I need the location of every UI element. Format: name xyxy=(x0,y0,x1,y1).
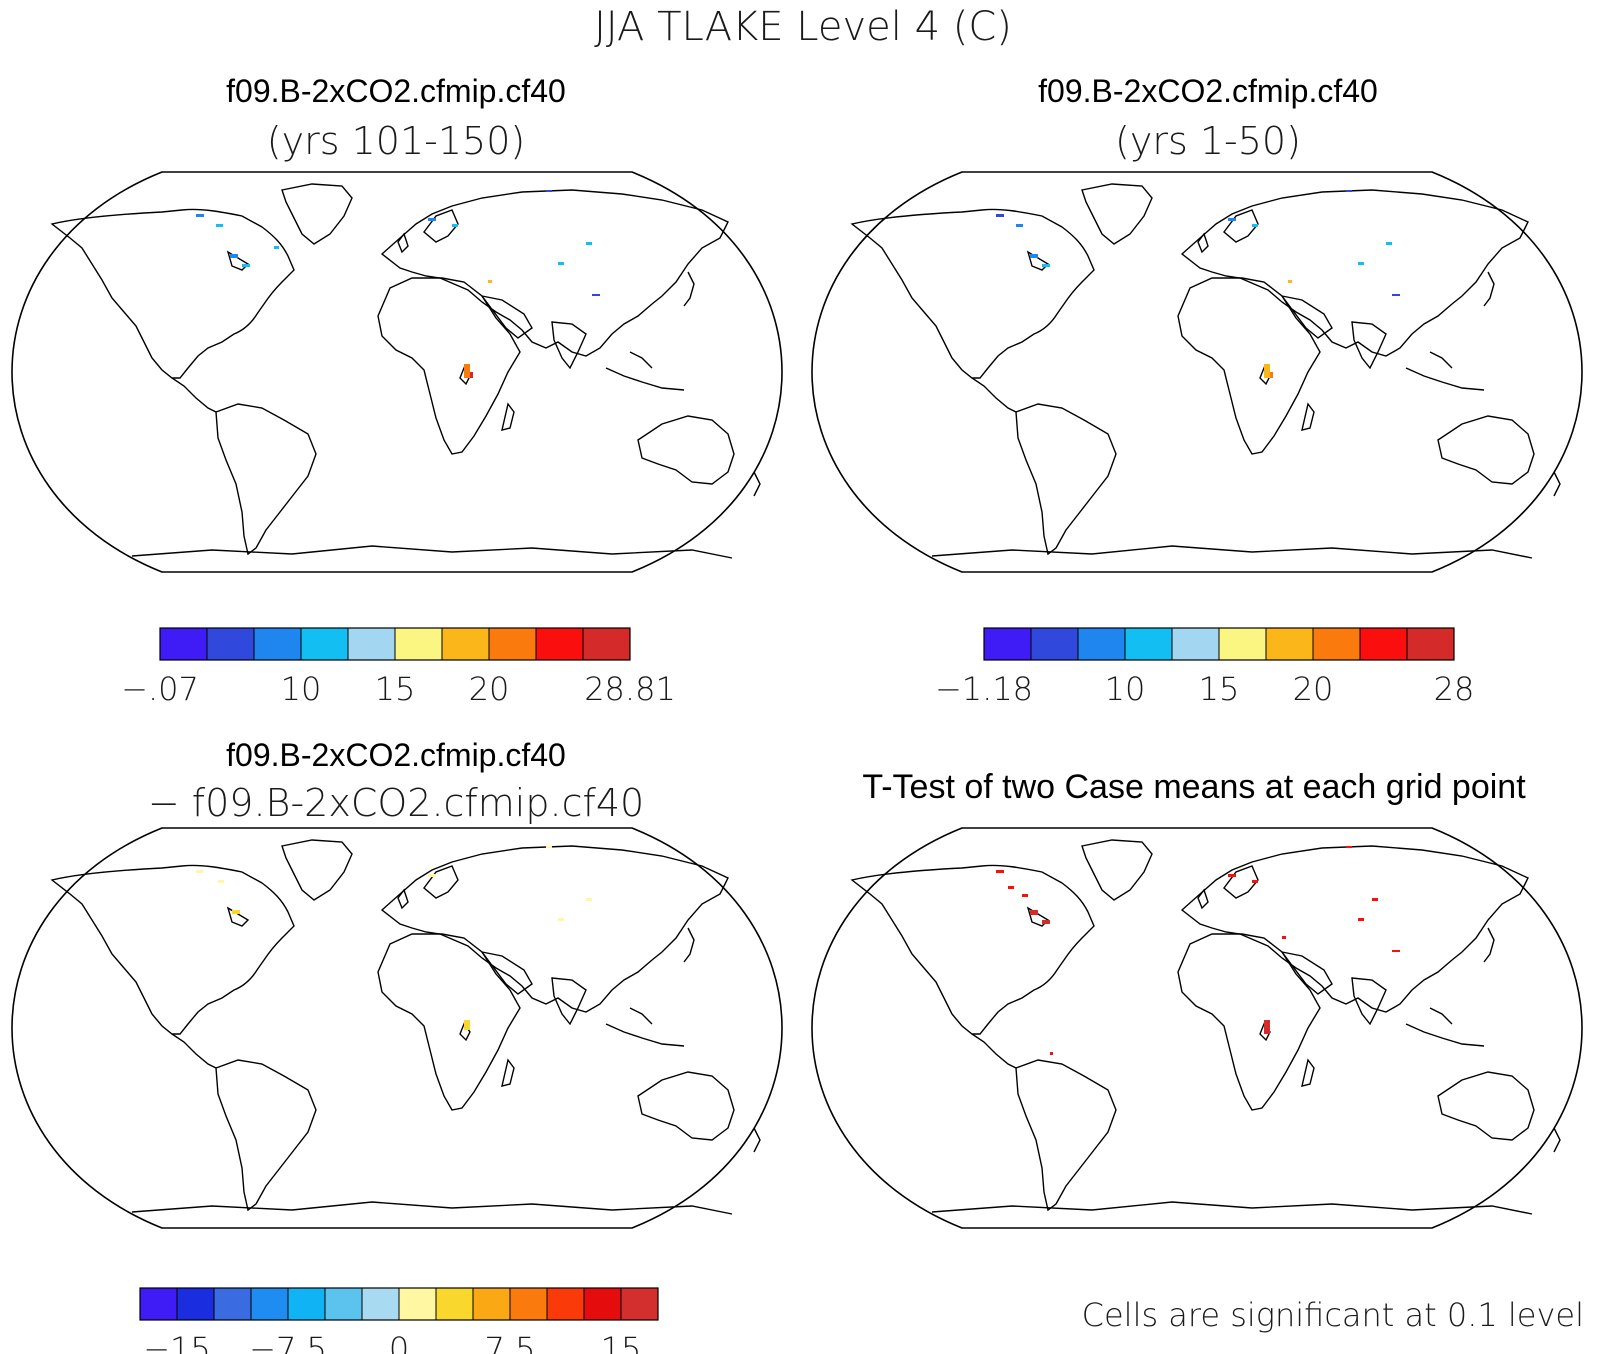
colorbar-swatch xyxy=(488,627,537,661)
colorbar-case1: −.07 10 15 20 28.81 xyxy=(121,627,676,708)
colorbar-label: −1.18 xyxy=(935,670,1033,708)
panel-subtitle: − f09.B-2xCO2.cfmip.cf40 xyxy=(148,781,644,825)
colorbar-label: −7.5 xyxy=(249,1330,327,1354)
colorbar-label: 7.5 xyxy=(485,1330,536,1354)
colorbar-case2: −1.18 10 15 20 28 xyxy=(935,627,1475,708)
colorbar-label: 20 xyxy=(1293,670,1334,708)
colorbar-swatch xyxy=(583,1287,622,1321)
panel-ttest: T-Test of two Case means at each grid po… xyxy=(811,768,1584,1334)
lake-cells xyxy=(996,190,1400,378)
colorbar-swatch xyxy=(324,1287,363,1321)
colorbar-label: 10 xyxy=(1105,670,1146,708)
colorbar-swatch xyxy=(253,627,302,661)
colorbar-label: 20 xyxy=(469,670,510,708)
colorbar-swatch xyxy=(213,1287,252,1321)
lake-cells xyxy=(196,190,600,378)
colorbar-swatch xyxy=(250,1287,289,1321)
map-case2 xyxy=(811,171,1583,573)
map-case1 xyxy=(11,171,783,573)
colorbar-swatch xyxy=(1406,627,1455,661)
colorbar-swatch xyxy=(176,1287,215,1321)
colorbar-swatch xyxy=(398,1287,437,1321)
colorbar-swatch xyxy=(206,627,255,661)
colorbar-swatch xyxy=(139,1287,178,1321)
panel-case1: f09.B-2xCO2.cfmip.cf40 (yrs 101-150) xyxy=(11,73,783,708)
colorbar-swatch xyxy=(1077,627,1126,661)
colorbar-label: 0 xyxy=(389,1330,409,1354)
colorbar-label: 28 xyxy=(1434,670,1475,708)
panel-title: f09.B-2xCO2.cfmip.cf40 xyxy=(226,73,566,109)
colorbar-swatch xyxy=(1265,627,1314,661)
significance-note: Cells are significant at 0.1 level xyxy=(1082,1296,1584,1334)
map-ttest xyxy=(811,827,1583,1229)
colorbar-diff: −15 −7.5 0 7.5 15 xyxy=(139,1287,659,1354)
colorbar-swatch xyxy=(159,627,208,661)
colorbar-swatch xyxy=(441,627,490,661)
colorbar-swatch xyxy=(1124,627,1173,661)
colorbar-swatch xyxy=(1030,627,1079,661)
colorbar-swatch xyxy=(1359,627,1408,661)
panel-diff: f09.B-2xCO2.cfmip.cf40 − f09.B-2xCO2.cfm… xyxy=(11,737,783,1354)
colorbar-swatch xyxy=(435,1287,474,1321)
colorbar-label: 15 xyxy=(375,670,416,708)
colorbar-swatch xyxy=(347,627,396,661)
colorbar-swatch xyxy=(983,627,1032,661)
panel-title: f09.B-2xCO2.cfmip.cf40 xyxy=(1038,73,1378,109)
colorbar-swatch xyxy=(1218,627,1267,661)
colorbar-label: 15 xyxy=(1199,670,1240,708)
colorbar-label: 15 xyxy=(601,1330,642,1354)
colorbar-label: 28.81 xyxy=(584,670,676,708)
colorbar-swatch xyxy=(620,1287,659,1321)
colorbar-swatch xyxy=(509,1287,548,1321)
colorbar-swatch xyxy=(394,627,443,661)
colorbar-label: 10 xyxy=(281,670,322,708)
colorbar-swatch xyxy=(361,1287,400,1321)
significant-cells xyxy=(996,846,1400,1055)
colorbar-swatch xyxy=(535,627,584,661)
panel-subtitle: (yrs 101-150) xyxy=(267,119,525,163)
map-diff xyxy=(11,827,783,1229)
figure-title: JJA TLAKE Level 4 (C) xyxy=(594,4,1012,50)
panel-title: f09.B-2xCO2.cfmip.cf40 xyxy=(226,737,566,773)
colorbar-swatch xyxy=(546,1287,585,1321)
colorbar-swatch xyxy=(287,1287,326,1321)
lake-cells xyxy=(196,846,592,1030)
panel-case2: f09.B-2xCO2.cfmip.cf40 (yrs 1-50) xyxy=(811,73,1583,708)
colorbar-swatch xyxy=(1312,627,1361,661)
colorbar-swatch xyxy=(472,1287,511,1321)
colorbar-label: −15 xyxy=(143,1330,211,1354)
colorbar-swatch xyxy=(582,627,631,661)
colorbar-swatch xyxy=(300,627,349,661)
panel-subtitle: (yrs 1-50) xyxy=(1115,119,1301,163)
colorbar-swatch xyxy=(1171,627,1220,661)
panel-title: T-Test of two Case means at each grid po… xyxy=(862,768,1526,806)
colorbar-label: −.07 xyxy=(121,670,199,708)
